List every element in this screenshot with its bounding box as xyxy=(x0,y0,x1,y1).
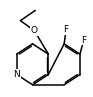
Text: F: F xyxy=(81,36,86,45)
Text: N: N xyxy=(13,70,20,79)
Text: F: F xyxy=(63,25,69,34)
Text: O: O xyxy=(31,26,38,35)
